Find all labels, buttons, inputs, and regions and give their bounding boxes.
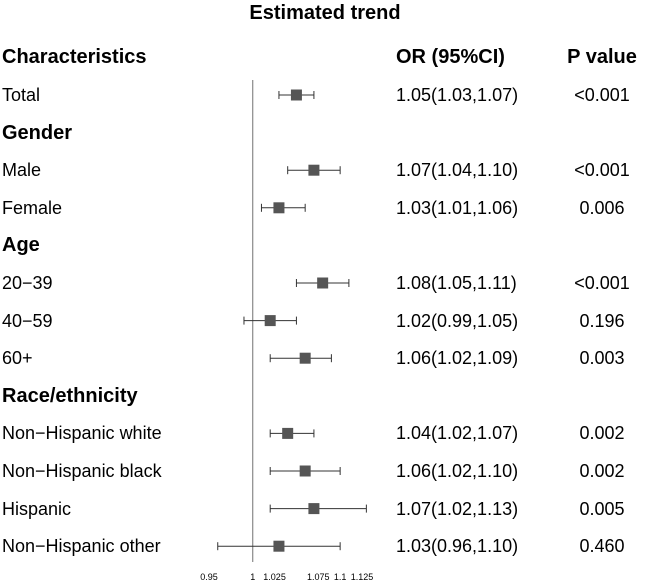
row-label: Female: [2, 197, 63, 218]
p-value: 0.196: [579, 310, 625, 331]
or-marker: [299, 465, 311, 477]
table-row: Non−Hispanic white 1.04(1.02,1.07) 0.002: [0, 418, 650, 448]
x-tick-label: 1.075: [307, 572, 330, 582]
p-value: 0.005: [579, 498, 625, 519]
table-row: 20−39 1.08(1.05,1.11) <0.001: [0, 268, 650, 298]
or-value: 1.07(1.02,1.13): [396, 498, 519, 519]
or-marker: [290, 89, 302, 101]
characteristics-header: Characteristics: [2, 46, 147, 68]
or-value: 1.06(1.02,1.09): [396, 348, 519, 369]
or-value: 1.04(1.02,1.07): [396, 423, 519, 444]
row-label: Hispanic: [2, 498, 72, 519]
chart-title: Estimated trend: [249, 2, 401, 24]
table-row: Hispanic 1.07(1.02,1.13) 0.005: [0, 494, 650, 524]
group-header-row: Age: [0, 230, 650, 260]
group-header-row: Race/ethnicity: [0, 381, 650, 411]
row-label: 20−39: [2, 273, 53, 293]
or-value: 1.06(1.02,1.10): [396, 461, 519, 481]
row-label: 40−59: [2, 310, 53, 331]
p-value: 0.002: [579, 461, 625, 481]
or-marker: [308, 164, 320, 176]
row-label: Non−Hispanic other: [2, 536, 161, 557]
p-value: <0.001: [574, 160, 630, 181]
row-label: Non−Hispanic white: [2, 423, 162, 444]
table-row: Non−Hispanic other 1.03(0.96,1.10) 0.460: [0, 531, 650, 561]
or-value: 1.05(1.03,1.07): [396, 85, 519, 105]
table-row: 60+ 1.06(1.02,1.09) 0.003: [0, 343, 650, 373]
p-value: <0.001: [574, 85, 630, 105]
table-row: Male 1.07(1.04,1.10) <0.001: [0, 155, 650, 185]
table-row: Female 1.03(1.01,1.06) 0.006: [0, 193, 650, 223]
or-value: 1.08(1.05,1.11): [396, 273, 517, 293]
or-header: OR (95%CI): [396, 46, 505, 68]
x-tick-label: 1.1: [334, 572, 347, 582]
group-label: Gender: [2, 121, 73, 144]
table-row: Non−Hispanic black 1.06(1.02,1.10) 0.002: [0, 456, 650, 486]
group-label: Age: [2, 234, 40, 257]
x-tick-label: 1.025: [263, 572, 286, 582]
or-value: 1.07(1.04,1.10): [396, 160, 519, 181]
or-value: 1.02(0.99,1.05): [396, 310, 519, 331]
p-value: 0.002: [579, 423, 625, 444]
x-tick-label: 1.125: [351, 572, 374, 582]
or-marker: [264, 315, 276, 327]
p-value: 0.460: [579, 536, 625, 557]
or-marker: [282, 427, 294, 439]
or-marker: [299, 352, 311, 364]
row-label: Non−Hispanic black: [2, 461, 162, 481]
x-tick-label: 0.95: [200, 572, 218, 582]
row-label: 60+: [2, 348, 33, 369]
or-value: 1.03(1.01,1.06): [396, 197, 519, 218]
or-marker: [308, 503, 320, 515]
or-marker: [273, 540, 285, 552]
table-row: 40−59 1.02(0.99,1.05) 0.196: [0, 306, 650, 336]
p-value: 0.003: [579, 348, 625, 369]
or-marker: [273, 202, 285, 214]
x-tick-label: 1: [250, 572, 255, 582]
group-header-row: Gender: [0, 118, 650, 148]
or-value: 1.03(0.96,1.10): [396, 536, 519, 557]
row-label: Male: [2, 160, 42, 181]
p-value: 0.006: [579, 197, 625, 218]
row-label: Total: [2, 85, 41, 105]
group-label: Race/ethnicity: [2, 384, 138, 407]
p-value: <0.001: [574, 273, 630, 293]
p-value-header: P value: [567, 46, 637, 68]
or-marker: [317, 277, 329, 289]
table-row: Total 1.05(1.03,1.07) <0.001: [0, 80, 650, 110]
